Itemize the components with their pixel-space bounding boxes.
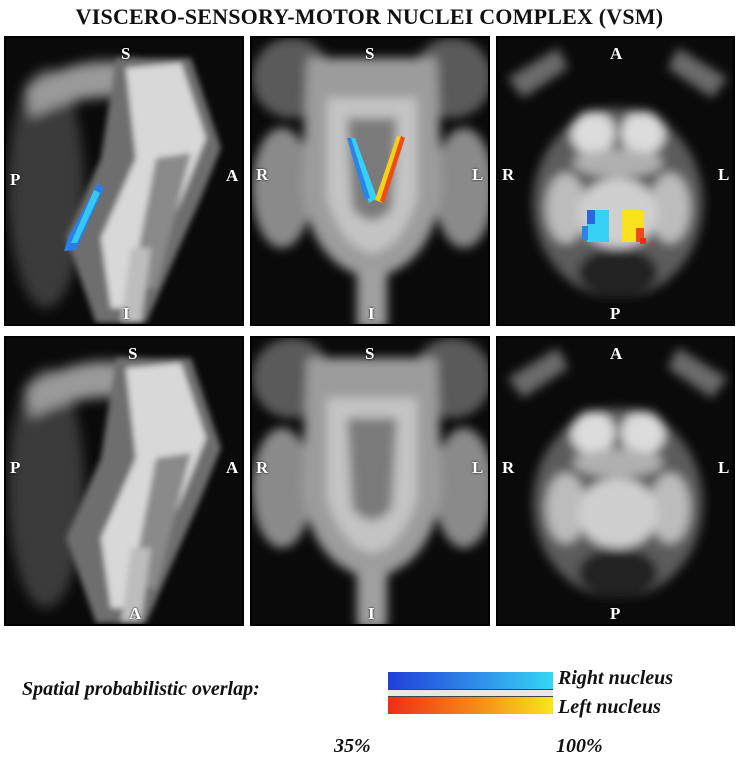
orientation-label-right: L xyxy=(472,165,484,184)
right-nucleus-label: Right nucleus xyxy=(558,667,674,689)
orientation-label-bottom: I xyxy=(368,604,375,623)
colorbar-separator xyxy=(388,689,553,697)
panel-coronal: S I R L xyxy=(250,336,490,626)
orientation-label-top: S xyxy=(365,344,375,363)
orientation-label-left: P xyxy=(10,458,21,477)
panel-sagittal-overlay: S I P A xyxy=(4,36,244,326)
orientation-label-left: R xyxy=(502,165,515,184)
colorbar-divider-line xyxy=(388,689,553,690)
legend-title: Spatial probabilistic overlap: xyxy=(22,678,260,700)
orientation-label-right: L xyxy=(718,458,730,477)
left-nucleus-label: Left nucleus xyxy=(558,696,661,718)
orientation-label-bottom: A xyxy=(129,604,142,623)
right-nucleus-overlay xyxy=(582,210,609,242)
orientation-label-top: A xyxy=(610,44,623,63)
orientation-label-top: A xyxy=(610,344,623,363)
left-nucleus-overlay xyxy=(622,210,646,244)
panel-axial: A P R L xyxy=(496,336,735,626)
right-nucleus-overlay xyxy=(347,138,377,203)
orientation-label-left: P xyxy=(10,170,21,189)
orientation-label-bottom: I xyxy=(123,304,130,323)
colorbar-min-label: 35% xyxy=(334,735,371,757)
panel-axial-overlay: A P R L xyxy=(496,36,735,326)
colorbar-max-label: 100% xyxy=(556,735,603,757)
left-nucleus-colorbar xyxy=(388,697,553,714)
orientation-label-left: R xyxy=(502,458,515,477)
panel-sagittal: S A P A xyxy=(4,336,244,626)
left-nucleus-overlay xyxy=(375,136,405,203)
orientation-label-top: S xyxy=(121,44,131,63)
orientation-label-bottom: P xyxy=(610,604,621,623)
orientation-label-right: A xyxy=(226,166,239,185)
sagittal-brainstem-image xyxy=(6,38,242,324)
orientation-label-right: L xyxy=(472,458,484,477)
orientation-label-right: L xyxy=(718,165,730,184)
axial-brainstem-image xyxy=(498,338,733,624)
orientation-label-left: R xyxy=(256,458,269,477)
coronal-brainstem-image xyxy=(252,338,488,624)
coronal-brainstem-image xyxy=(252,38,488,324)
orientation-label-right: A xyxy=(226,458,239,477)
figure-title: VISCERO-SENSORY-MOTOR NUCLEI COMPLEX (VS… xyxy=(75,4,664,29)
orientation-label-top: S xyxy=(365,44,375,63)
orientation-label-bottom: P xyxy=(610,304,621,323)
orientation-label-top: S xyxy=(128,344,138,363)
panel-coronal-overlay: S I R L xyxy=(250,36,490,326)
orientation-label-bottom: I xyxy=(368,304,375,323)
sagittal-brainstem-image xyxy=(6,338,242,624)
colorbar-divider-line xyxy=(388,696,553,697)
right-nucleus-colorbar xyxy=(388,672,553,689)
orientation-label-left: R xyxy=(256,165,269,184)
axial-brainstem-image xyxy=(498,38,733,324)
